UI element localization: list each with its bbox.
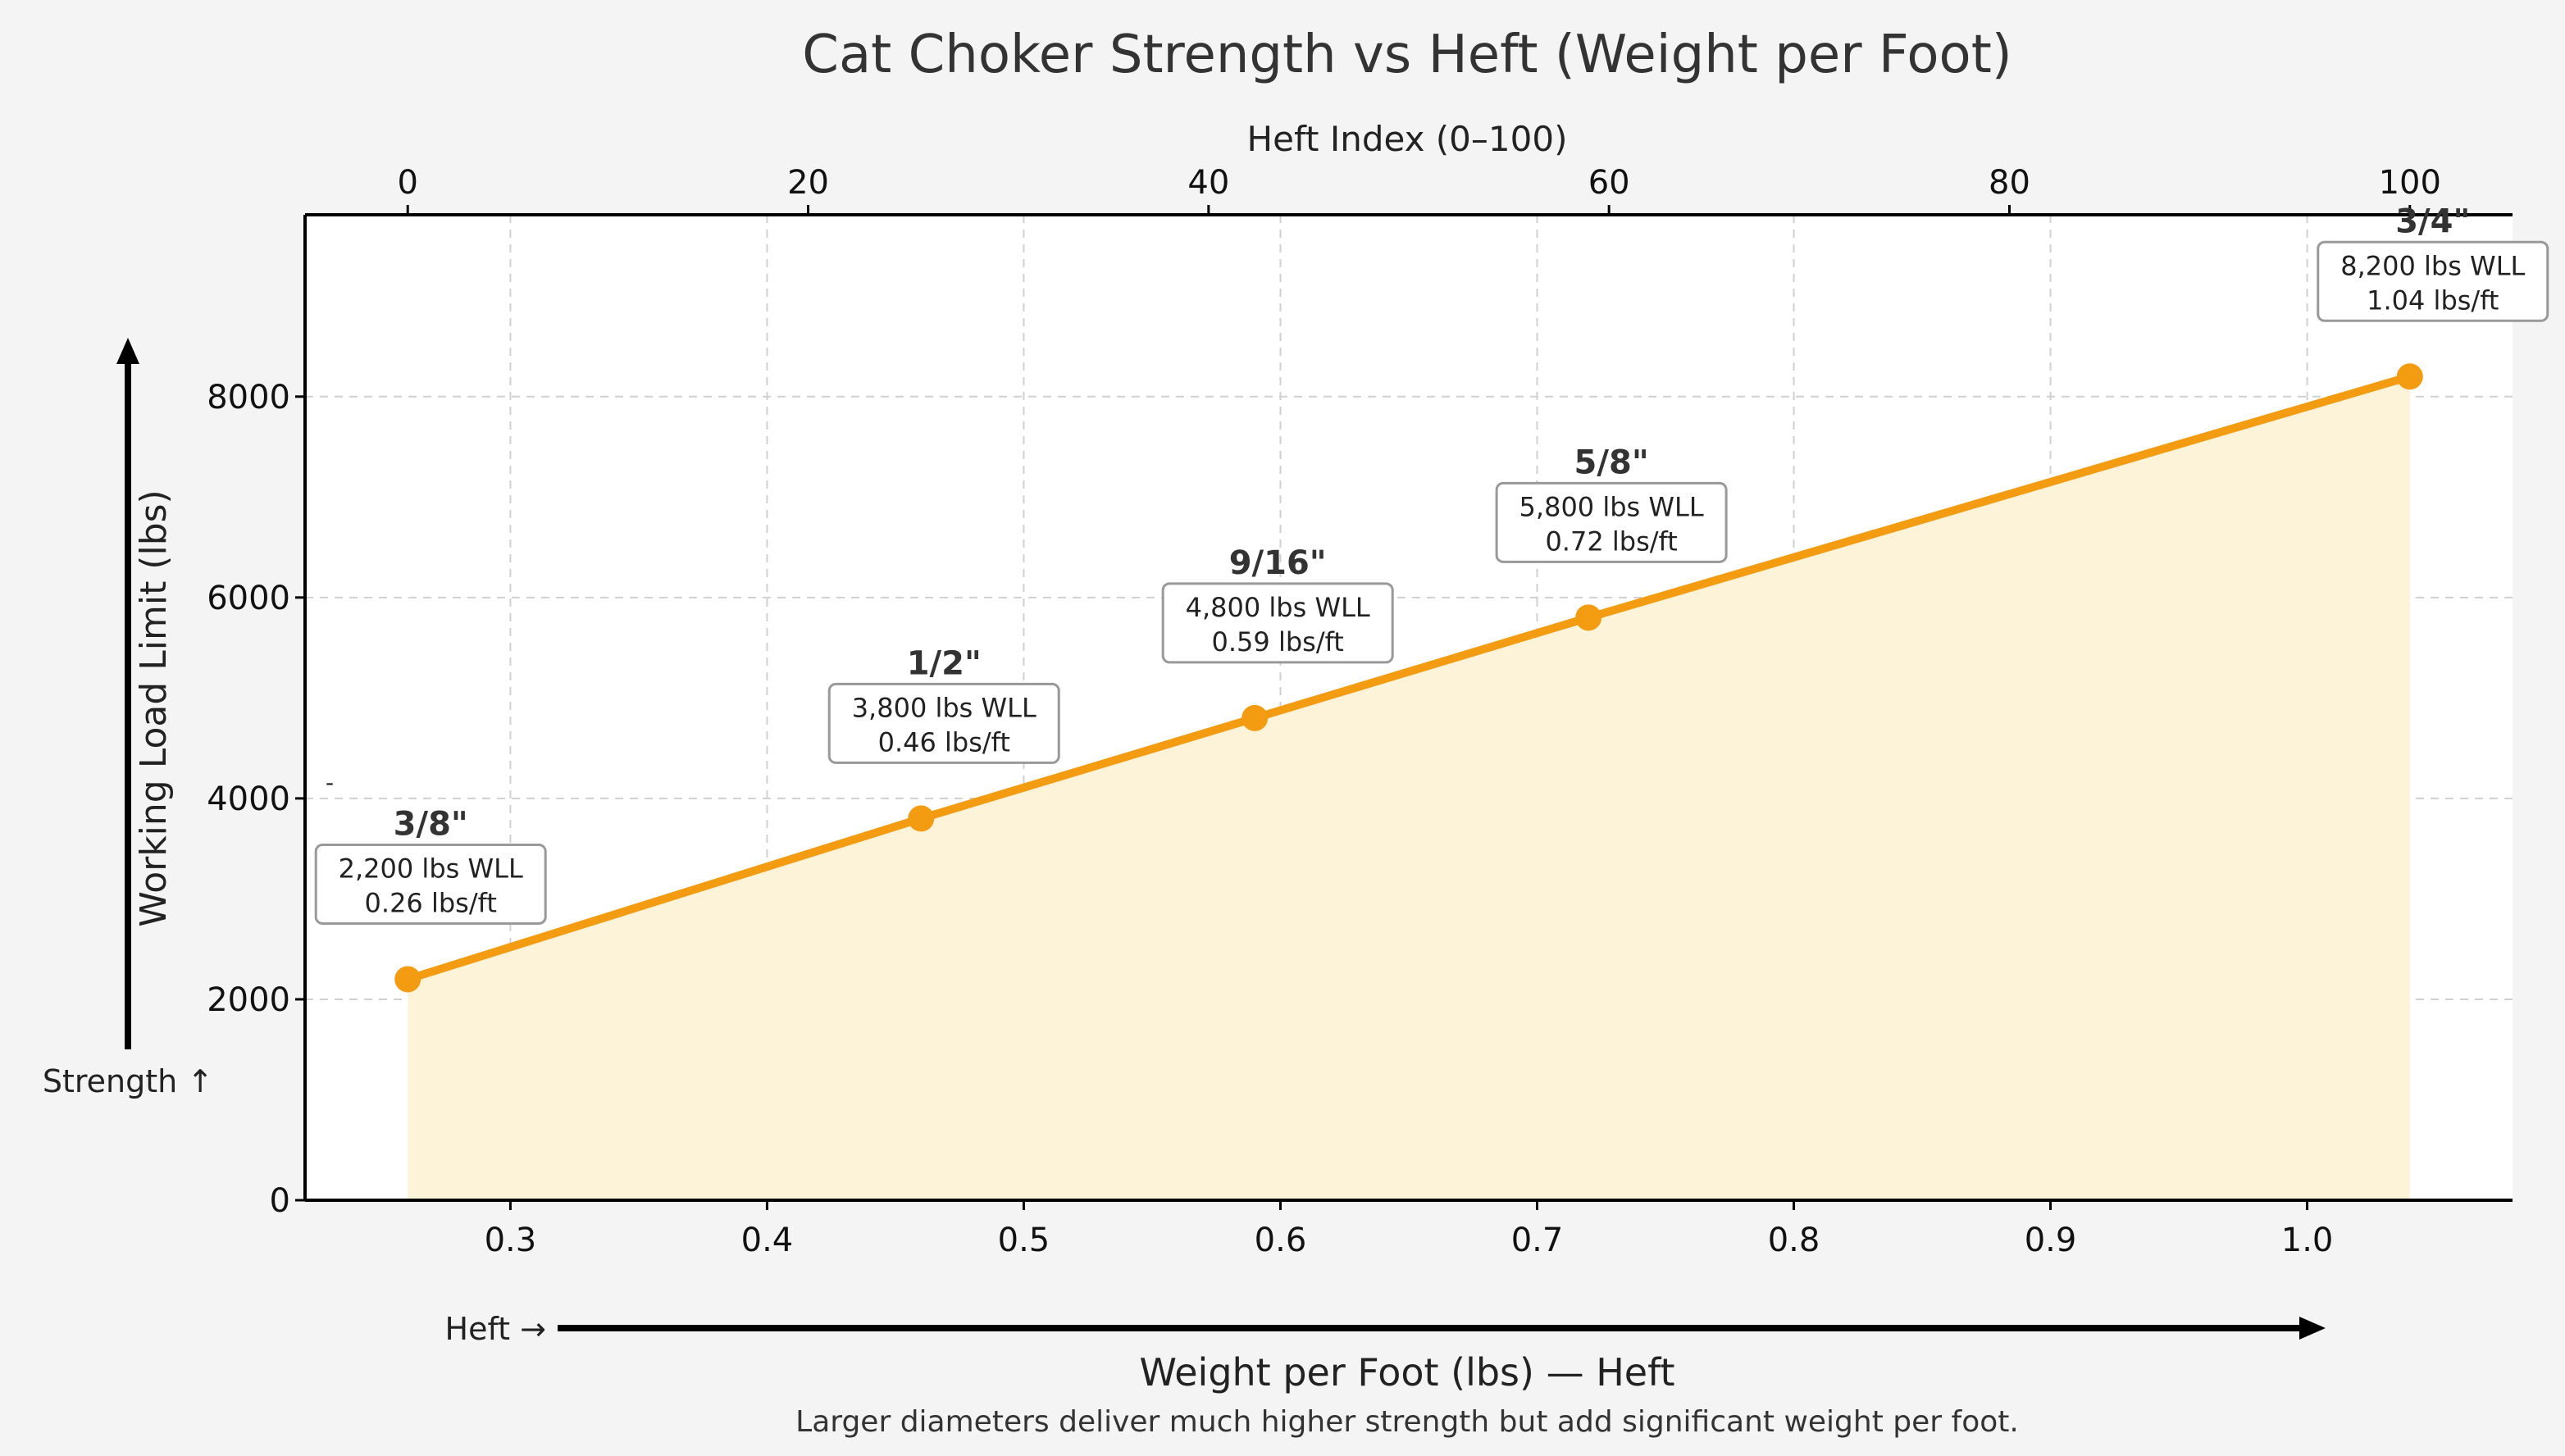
caption: Larger diameters deliver much higher str… bbox=[795, 1405, 2019, 1439]
point-size-label: 9/16" bbox=[1229, 544, 1327, 582]
top-tick-label: 0 bbox=[397, 164, 417, 202]
y-axis-label: Working Load Limit (lbs) bbox=[133, 489, 175, 926]
heft-arrow-head-icon bbox=[2299, 1317, 2326, 1340]
point-size-label: 3/4" bbox=[2395, 202, 2470, 240]
data-point bbox=[908, 805, 935, 832]
y-tick-label: 0 bbox=[270, 1182, 290, 1220]
top-tick-label: 40 bbox=[1187, 164, 1229, 202]
x-tick-label: 0.8 bbox=[1768, 1222, 1820, 1259]
y-tick-label: 4000 bbox=[207, 780, 290, 818]
y-tick-label: 2000 bbox=[207, 981, 290, 1019]
top-axis-label: Heft Index (0–100) bbox=[1247, 119, 1568, 159]
point-weight-label: 1.04 lbs/ft bbox=[2367, 284, 2499, 316]
x-axis-label: Weight per Foot (lbs) — Heft bbox=[1139, 1350, 1674, 1395]
area-fill bbox=[408, 376, 2410, 1200]
annotation-box bbox=[314, 843, 547, 925]
point-wll-label: 3,800 lbs WLL bbox=[852, 692, 1036, 723]
data-point bbox=[1241, 704, 1269, 731]
point-size-label: 3/8" bbox=[394, 805, 468, 843]
point-wll-label: 8,200 lbs WLL bbox=[2340, 250, 2525, 281]
annotation-box bbox=[1495, 481, 1728, 563]
heft-arrow-label: Heft → bbox=[445, 1311, 546, 1347]
y-tick-label: 6000 bbox=[207, 580, 290, 617]
x-tick-label: 0.4 bbox=[741, 1222, 794, 1259]
strength-arrow-head-icon bbox=[116, 338, 139, 364]
x-tick-label: 1.0 bbox=[2281, 1222, 2334, 1259]
chart-title: Cat Choker Strength vs Heft (Weight per … bbox=[802, 25, 2012, 85]
point-size-label: 1/2" bbox=[907, 644, 982, 682]
x-tick-label: 0.5 bbox=[998, 1222, 1050, 1259]
annotation-box bbox=[1161, 582, 1394, 664]
point-wll-label: 5,800 lbs WLL bbox=[1519, 491, 1704, 522]
x-tick-label: 0.6 bbox=[1255, 1222, 1307, 1259]
x-tick-label: 0.9 bbox=[2025, 1222, 2077, 1259]
point-weight-label: 0.26 lbs/ft bbox=[365, 887, 497, 918]
point-weight-label: 0.72 lbs/ft bbox=[1545, 526, 1677, 557]
point-weight-label: 0.46 lbs/ft bbox=[878, 726, 1010, 758]
point-wll-label: 2,200 lbs WLL bbox=[339, 853, 523, 884]
point-wll-label: 4,800 lbs WLL bbox=[1186, 592, 1370, 623]
stray-mark: - bbox=[326, 769, 334, 796]
y-tick-label: 8000 bbox=[207, 379, 290, 416]
data-point bbox=[1575, 604, 1602, 631]
annotation-box bbox=[2317, 240, 2549, 322]
top-tick-label: 100 bbox=[2379, 164, 2441, 202]
strength-arrow-label: Strength ↑ bbox=[43, 1063, 213, 1099]
annotation-box bbox=[827, 682, 1060, 764]
point-size-label: 5/8" bbox=[1574, 444, 1649, 481]
top-tick-label: 80 bbox=[1989, 164, 2030, 202]
x-tick-label: 0.3 bbox=[485, 1222, 537, 1259]
top-tick-label: 60 bbox=[1588, 164, 1630, 202]
point-weight-label: 0.59 lbs/ft bbox=[1212, 626, 1344, 657]
data-point bbox=[2396, 363, 2423, 390]
x-tick-label: 0.7 bbox=[1511, 1222, 1564, 1259]
data-point bbox=[394, 966, 421, 993]
top-tick-label: 20 bbox=[787, 164, 829, 202]
